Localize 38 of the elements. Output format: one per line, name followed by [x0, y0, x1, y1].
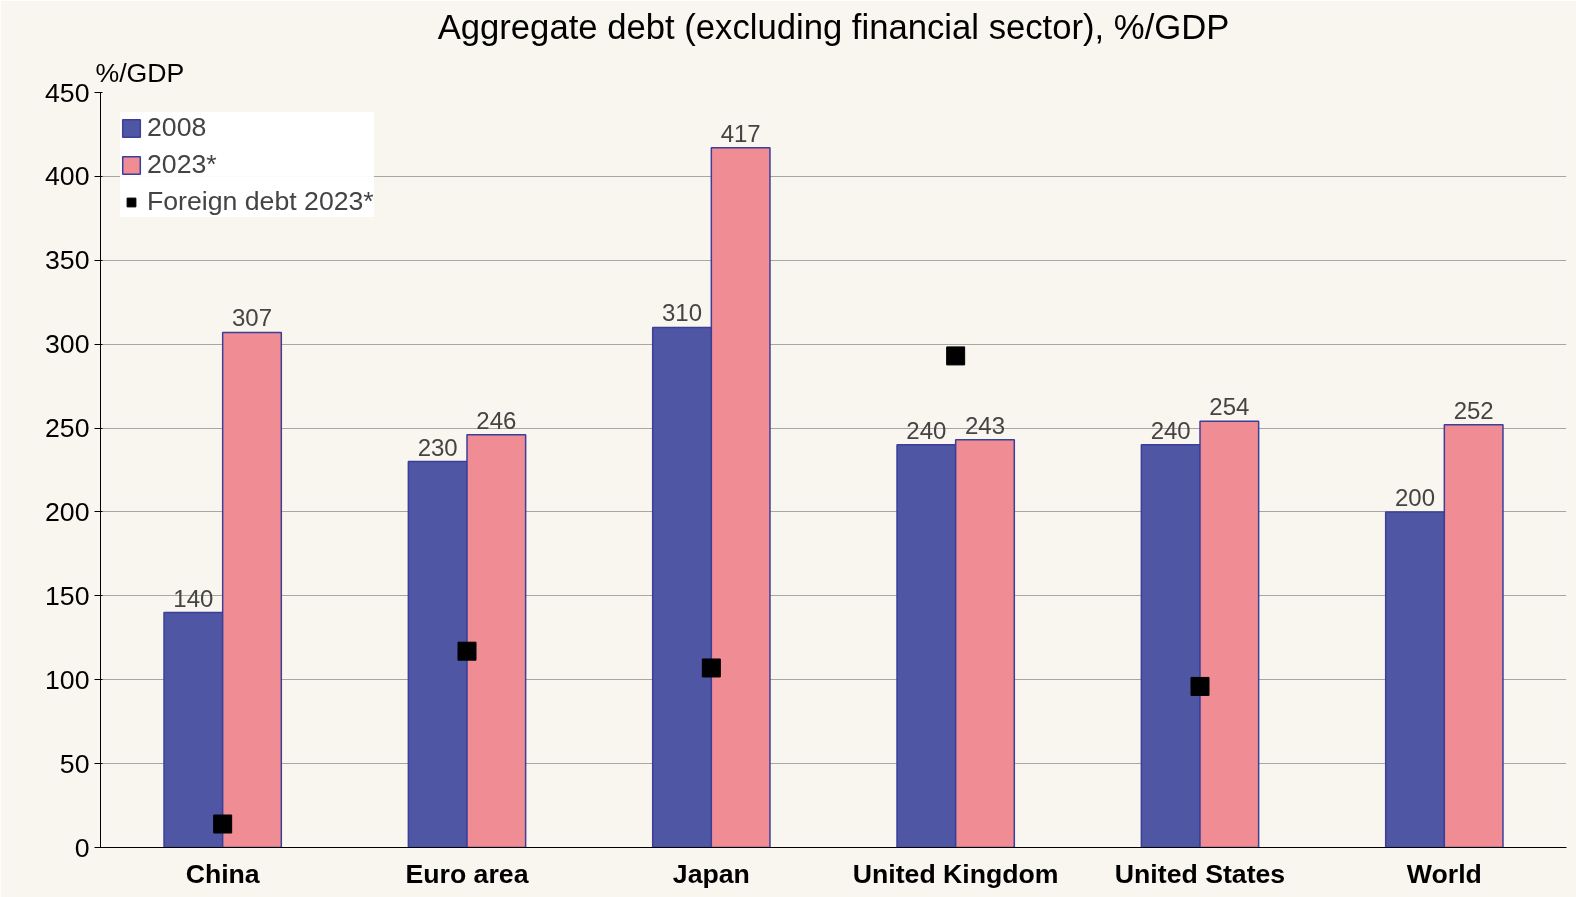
- data-label: 254: [1209, 393, 1250, 421]
- x-tick-label: World: [1406, 858, 1482, 889]
- y-tick-label: 150: [45, 580, 90, 611]
- data-label: 140: [173, 584, 214, 612]
- chart-title: Aggregate debt (excluding financial sector), %/GDP: [437, 7, 1230, 46]
- y-tick-label: 400: [45, 161, 90, 192]
- legend-label: Foreign debt 2023*: [147, 186, 374, 217]
- x-tick-label: Japan: [672, 858, 750, 889]
- data-label: 230: [417, 433, 458, 461]
- y-tick-label: 50: [59, 748, 90, 779]
- data-label: 246: [476, 406, 517, 434]
- y-tick-label: 100: [45, 664, 90, 695]
- point: [213, 814, 233, 834]
- y-tick-label: 250: [45, 413, 90, 444]
- point: [457, 641, 477, 661]
- data-label: 240: [1150, 416, 1191, 444]
- data-label: 240: [906, 416, 947, 444]
- data-label: 307: [231, 304, 273, 332]
- data-label: 243: [964, 411, 1006, 439]
- y-tick-label: 450: [45, 77, 90, 108]
- data-label: 200: [1394, 483, 1436, 511]
- y-axis-title: %/GDP: [95, 57, 185, 88]
- x-tick-label: Euro area: [405, 858, 529, 889]
- y-tick-label: 300: [45, 329, 90, 360]
- y-tick-label: 0: [74, 832, 90, 863]
- data-label: 252: [1453, 396, 1494, 424]
- y-tick-label: 350: [45, 245, 90, 276]
- legend-label: 2023*: [147, 149, 217, 180]
- x-tick-label: United Kingdom: [852, 858, 1059, 889]
- x-tick-label: China: [185, 858, 260, 889]
- x-tick-label: United States: [1114, 858, 1286, 889]
- point: [946, 346, 966, 366]
- data-label: 310: [661, 299, 703, 327]
- legend-label: 2008: [147, 112, 207, 143]
- point: [1190, 676, 1210, 696]
- point: [701, 658, 721, 678]
- y-tick-label: 200: [45, 496, 90, 527]
- data-label: 417: [720, 119, 761, 147]
